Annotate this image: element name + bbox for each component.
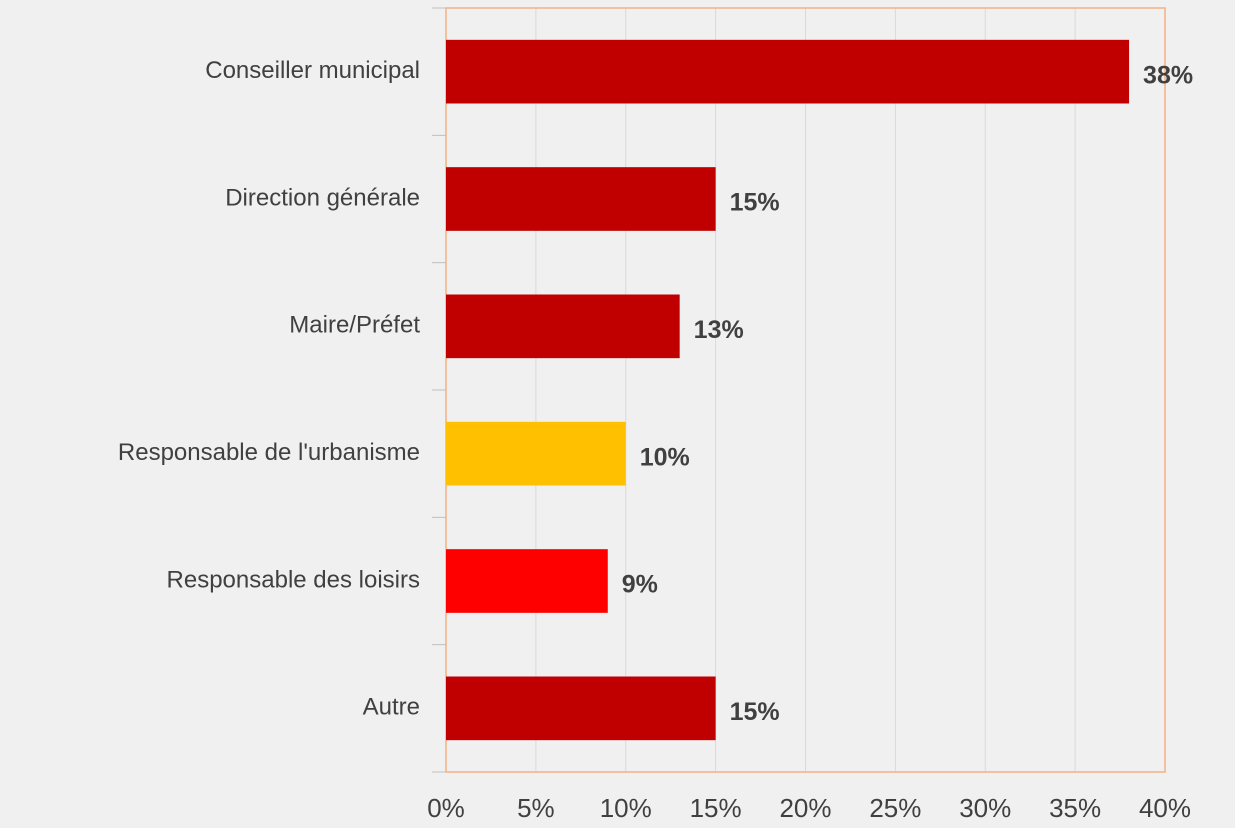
bar [446, 421, 626, 486]
data-label: 10% [640, 443, 690, 471]
y-tick-label: Maire/Préfet [289, 312, 420, 339]
y-tick-label: Responsable des loisirs [167, 566, 420, 593]
data-label: 15% [730, 189, 780, 217]
x-tick-label: 5% [517, 793, 555, 823]
x-tick-label: 0% [427, 793, 465, 823]
plot-border [445, 7, 1166, 773]
y-tick-label: Conseiller municipal [205, 57, 420, 84]
x-tick-label: 15% [690, 793, 742, 823]
bar [446, 294, 680, 359]
x-tick-label: 35% [1049, 793, 1101, 823]
x-tick-label: 20% [779, 793, 831, 823]
data-label: 13% [694, 316, 744, 344]
bar [446, 676, 716, 741]
x-tick-label: 10% [600, 793, 652, 823]
x-tick-label: 25% [869, 793, 921, 823]
x-tick-label: 30% [959, 793, 1011, 823]
bar [446, 549, 608, 613]
data-label: 9% [622, 571, 658, 599]
bar [446, 39, 1130, 104]
bar [446, 167, 716, 231]
x-tick-label: 40% [1139, 793, 1191, 823]
data-label: 38% [1143, 61, 1193, 89]
data-label: 15% [730, 698, 780, 726]
y-tick-label: Autre [363, 694, 420, 721]
y-tick-label: Responsable de l'urbanisme [118, 439, 420, 466]
y-tick-label: Direction générale [225, 184, 420, 211]
